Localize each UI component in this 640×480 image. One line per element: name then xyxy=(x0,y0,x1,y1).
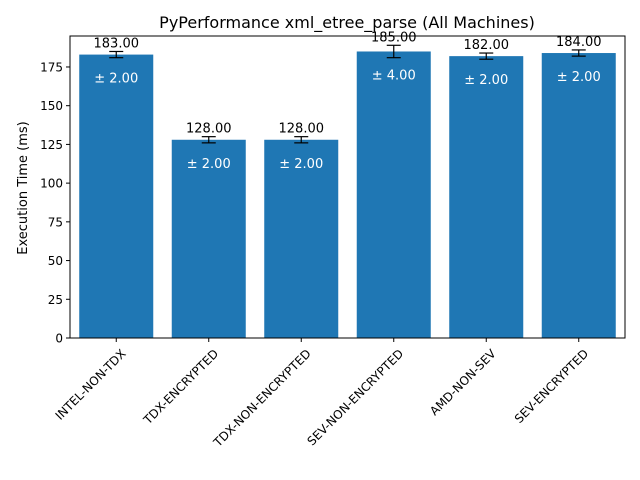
value-label: 183.00 xyxy=(94,36,140,51)
y-tick-label: 125 xyxy=(40,138,63,152)
error-label: ± 2.00 xyxy=(557,70,601,85)
error-label: ± 2.00 xyxy=(94,72,138,87)
x-tick-label: SEV-ENCRYPTED xyxy=(512,347,591,426)
x-tick-label: AMD-NON-SEV xyxy=(427,346,499,418)
value-label: 128.00 xyxy=(279,122,325,137)
y-tick-label: 50 xyxy=(48,254,63,268)
chart-title: PyPerformance xml_etree_parse (All Machi… xyxy=(159,13,535,33)
y-axis-label: Execution Time (ms) xyxy=(16,121,31,254)
plot-frame xyxy=(69,35,626,339)
y-axis: 0 25 50 75 100 125 150 175 xyxy=(40,60,70,346)
bars-group: 183.00 ± 2.00 128.00 ± 2.00 128.00 ± 2.00 185.… xyxy=(79,30,616,339)
y-tick-label: 25 xyxy=(48,293,63,307)
y-tick-label: 100 xyxy=(40,177,63,191)
bar xyxy=(449,56,524,339)
x-axis: INTEL-NON-TDX TDX-ENCRYPTEDTDX-NON-ENCRYP… xyxy=(53,338,591,451)
x-tick-label: TDX-NON-ENCRYPTED xyxy=(210,347,314,451)
error-label: ± 4.00 xyxy=(372,68,416,83)
y-tick-label: 0 xyxy=(55,332,63,346)
x-tick-label: TDX-ENCRYPTED xyxy=(140,347,221,428)
value-label: 128.00 xyxy=(186,122,232,137)
bar xyxy=(541,53,616,339)
x-tick-label: INTEL-NON-TDX xyxy=(53,347,129,423)
y-tick-label: 175 xyxy=(40,60,63,74)
bar xyxy=(171,139,246,338)
error-label: ± 2.00 xyxy=(464,73,508,88)
y-tick-label: 75 xyxy=(48,215,63,229)
error-label: ± 2.00 xyxy=(187,157,231,172)
y-tick-label: 150 xyxy=(40,99,63,113)
value-label: 185.00 xyxy=(371,30,417,45)
value-label: 182.00 xyxy=(464,38,510,53)
value-label: 184.00 xyxy=(556,35,602,50)
bar xyxy=(356,51,431,338)
x-tick-label: SEV-NON-ENCRYPTED xyxy=(304,347,406,449)
bar xyxy=(264,139,339,338)
error-label: ± 2.00 xyxy=(279,157,323,172)
bar xyxy=(79,54,154,338)
